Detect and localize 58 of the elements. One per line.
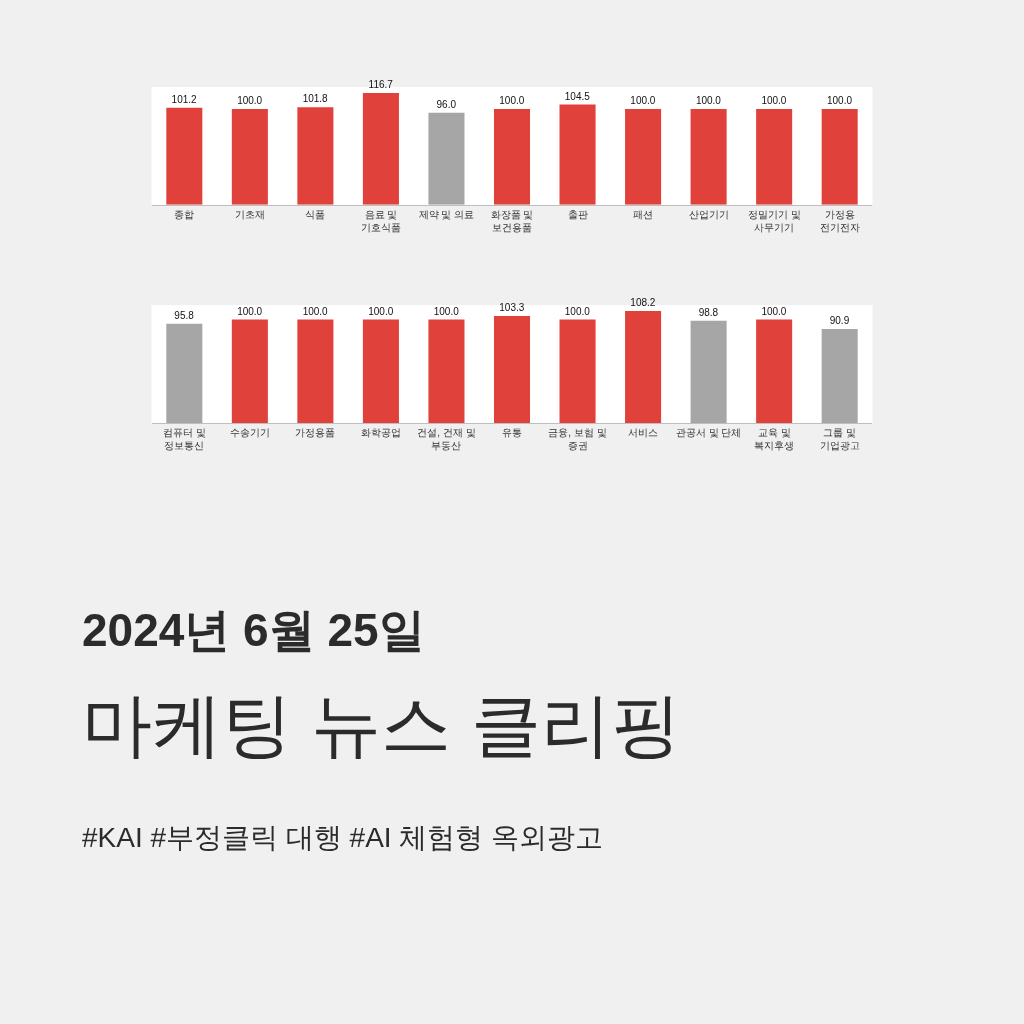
data-label: 100.0 [630, 94, 656, 106]
data-label: 101.2 [171, 93, 198, 105]
data-label: 100.0 [237, 305, 263, 317]
x-tick-label: 컴퓨터 및 정보통신 [162, 426, 206, 451]
data-label: 100.0 [433, 305, 460, 317]
x-tick-label: 산업기기 [688, 208, 729, 220]
bar [821, 108, 858, 205]
bar [625, 108, 662, 205]
data-label: 103.3 [499, 302, 525, 314]
data-label: 96.0 [436, 98, 457, 110]
x-tick-label: 가정용품 [295, 426, 336, 438]
data-label: 90.9 [829, 314, 850, 326]
x-tick-label: 교육 및 복지후생 [754, 426, 795, 451]
bar [428, 112, 465, 205]
data-label: 101.8 [302, 93, 329, 105]
bar [362, 92, 399, 205]
data-label: 100.0 [826, 94, 853, 106]
bar [166, 107, 203, 205]
x-tick-label: 패션 [633, 208, 654, 220]
x-tick-label: 수송기기 [229, 426, 270, 438]
bar [756, 108, 793, 205]
data-label: 100.0 [302, 305, 329, 317]
data-label: 108.2 [630, 297, 656, 309]
data-label: 100.0 [368, 305, 394, 317]
data-label: 100.0 [761, 305, 787, 317]
x-tick-label: 유통 [502, 426, 522, 438]
bar [690, 108, 727, 205]
x-tick-label: 식품 [305, 208, 326, 220]
x-tick-label: 화학공업 [360, 426, 401, 438]
text: #KAI #부정클릭 대행 #AI 체험형 옥외광고 [82, 822, 604, 853]
x-tick-label: 서비스 [628, 426, 659, 438]
bar [297, 107, 334, 205]
data-label: 95.8 [174, 309, 195, 321]
x-tick-label: 그룹 및 기업광고 [819, 426, 860, 451]
x-tick-label: 관공서 및 단체 [675, 426, 742, 438]
x-tick-label: 종합 [174, 208, 195, 220]
x-tick-label: 제약 및 의료 [418, 208, 475, 220]
data-label: 100.0 [499, 94, 525, 106]
x-tick-label: 가정용 전기전자 [819, 208, 860, 233]
x-tick-label: 금융, 보험 및 증권 [548, 426, 607, 451]
x-tick-label: 음료 및 기호식품 [360, 208, 401, 233]
data-label: 100.0 [564, 305, 591, 317]
data-label: 104.5 [564, 90, 591, 102]
data-label: 100.0 [695, 94, 722, 106]
x-tick-label: 건설, 건재 및 부동산 [417, 426, 476, 451]
bar [559, 104, 596, 205]
data-label: 100.0 [237, 94, 263, 106]
x-tick-label: 정밀기기 및 사무기기 [747, 208, 801, 233]
data-label: 98.8 [698, 306, 719, 318]
x-tick-label: 화장품 및 보건용품 [490, 208, 534, 233]
bar [493, 108, 531, 205]
bar [231, 108, 268, 205]
text: 마케팅 뉴스 클리핑 [82, 686, 681, 764]
text: 2024년 6월 25일 [82, 604, 425, 656]
x-tick-label: 출판 [567, 208, 588, 220]
data-label: 116.7 [368, 78, 394, 90]
x-tick-label: 기초재 [234, 208, 265, 220]
data-label: 100.0 [761, 94, 787, 106]
